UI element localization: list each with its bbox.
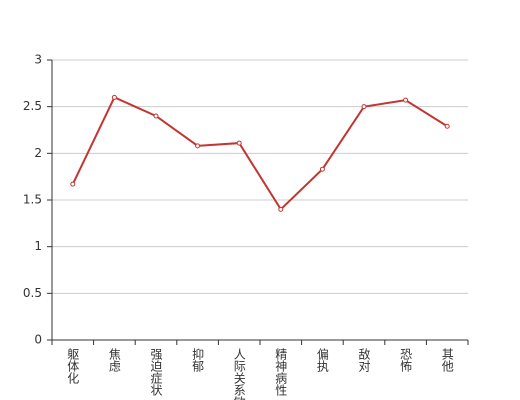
- point: [361, 104, 367, 110]
- point: [195, 143, 201, 149]
- x-tick-label: 人际关系敏感: [232, 348, 246, 400]
- point: [153, 113, 159, 119]
- point: [111, 94, 117, 100]
- x-tick-label: 恐怖: [399, 348, 413, 372]
- point: [444, 123, 450, 129]
- y-tick-label: 1: [34, 239, 42, 253]
- y-tick-label: 1.5: [23, 193, 42, 207]
- x-tick-label: 躯体化: [66, 347, 80, 385]
- y-tick-label: 2: [34, 146, 42, 160]
- point: [319, 166, 325, 172]
- y-tick-label: 3: [34, 53, 42, 67]
- line: [71, 96, 448, 211]
- point: [403, 97, 409, 103]
- point: [278, 206, 284, 212]
- point: [70, 181, 76, 187]
- x-tick-label: 偏执: [315, 347, 329, 373]
- y-tick-label: 0.5: [23, 286, 42, 300]
- point: [236, 140, 242, 146]
- x-tick-label: 抑郁: [191, 347, 205, 373]
- x-tick-label: 精神病性: [274, 348, 288, 397]
- y-tick-label: 0: [34, 333, 42, 347]
- y-tick-label: 2.5: [23, 99, 42, 113]
- x-tick-label: 敌对: [357, 347, 371, 372]
- x-tick-label: 强迫症状: [149, 348, 163, 396]
- x-tick-label: 焦虑: [107, 348, 121, 372]
- x-tick-label: 其他: [440, 348, 454, 372]
